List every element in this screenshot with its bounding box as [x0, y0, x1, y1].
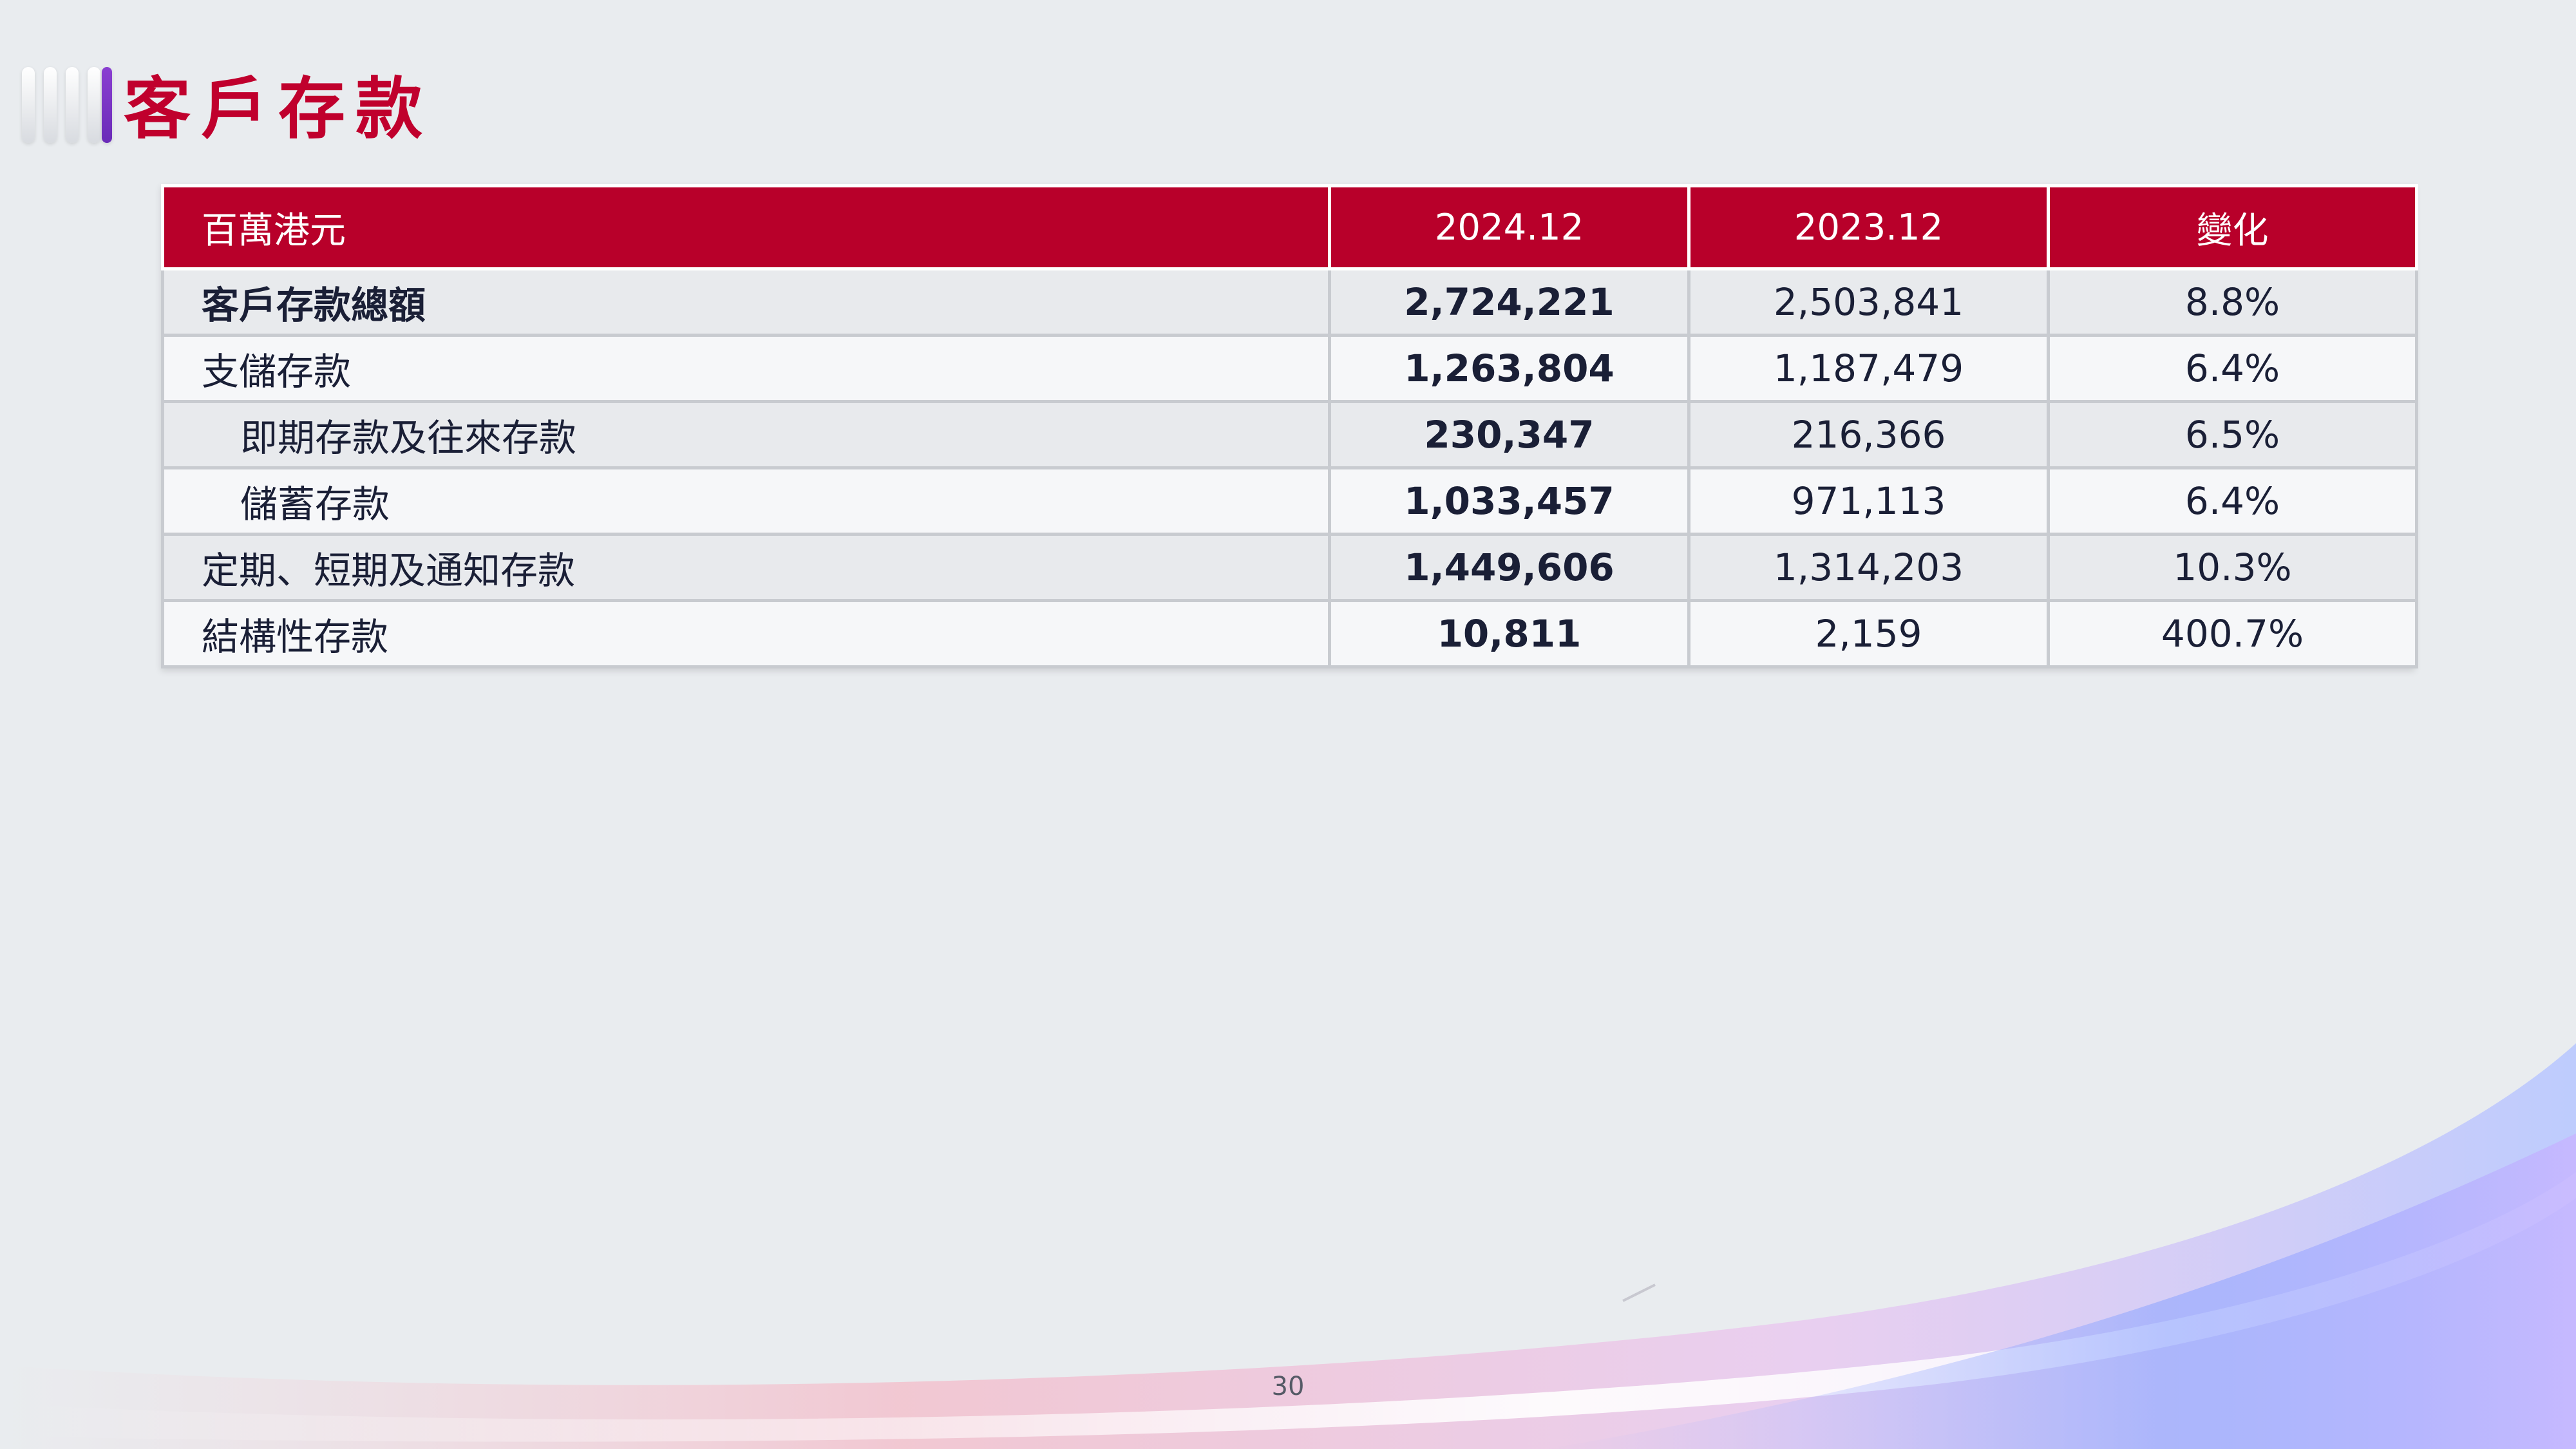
value-change: 6.4% — [2047, 334, 2418, 403]
value-2023: 971,113 — [1687, 466, 2050, 536]
table-row: 定期、短期及通知存款 1,449,606 1,314,203 10.3% — [161, 533, 2418, 602]
row-label: 客戶存款總額 — [161, 267, 1331, 337]
decor-bar — [44, 67, 57, 143]
row-label: 支儲存款 — [161, 334, 1331, 403]
row-label: 定期、短期及通知存款 — [161, 533, 1331, 602]
decor-bar — [66, 67, 79, 143]
value-change: 8.8% — [2047, 267, 2418, 337]
deposits-table: 百萬港元 2024.12 2023.12 變化 客戶存款總額 2,724,221… — [161, 184, 2418, 668]
header-2024: 2024.12 — [1328, 184, 1690, 270]
row-label: 即期存款及往來存款 — [161, 400, 1331, 469]
row-label: 結構性存款 — [161, 599, 1331, 668]
value-2024: 2,724,221 — [1328, 267, 1690, 337]
table-row: 客戶存款總額 2,724,221 2,503,841 8.8% — [161, 267, 2418, 337]
table-row: 即期存款及往來存款 230,347 216,366 6.5% — [161, 400, 2418, 469]
value-2023: 2,159 — [1687, 599, 2050, 668]
decor-bar — [22, 67, 35, 143]
value-2023: 216,366 — [1687, 400, 2050, 469]
value-2024: 1,449,606 — [1328, 533, 1690, 602]
header-change: 變化 — [2047, 184, 2418, 270]
value-2024: 1,263,804 — [1328, 334, 1690, 403]
value-2024: 10,811 — [1328, 599, 1690, 668]
table-row: 支儲存款 1,263,804 1,187,479 6.4% — [161, 334, 2418, 403]
table-header-row: 百萬港元 2024.12 2023.12 變化 — [161, 184, 2418, 270]
title-decoration-bars — [22, 67, 112, 143]
header-2023: 2023.12 — [1687, 184, 2050, 270]
header-unit: 百萬港元 — [161, 184, 1331, 270]
page-title: 客戶存款 — [124, 70, 433, 148]
decor-bar — [88, 67, 100, 143]
value-change: 400.7% — [2047, 599, 2418, 668]
value-2024: 230,347 — [1328, 400, 1690, 469]
value-2023: 1,314,203 — [1687, 533, 2050, 602]
value-2023: 1,187,479 — [1687, 334, 2050, 403]
row-label: 儲蓄存款 — [161, 466, 1331, 536]
page-number: 30 — [1271, 1372, 1305, 1401]
value-change: 6.4% — [2047, 466, 2418, 536]
table-row: 結構性存款 10,811 2,159 400.7% — [161, 599, 2418, 668]
decor-accent-bar — [102, 67, 112, 143]
value-change: 6.5% — [2047, 400, 2418, 469]
value-2023: 2,503,841 — [1687, 267, 2050, 337]
value-change: 10.3% — [2047, 533, 2418, 602]
table-row: 儲蓄存款 1,033,457 971,113 6.4% — [161, 466, 2418, 536]
value-2024: 1,033,457 — [1328, 466, 1690, 536]
